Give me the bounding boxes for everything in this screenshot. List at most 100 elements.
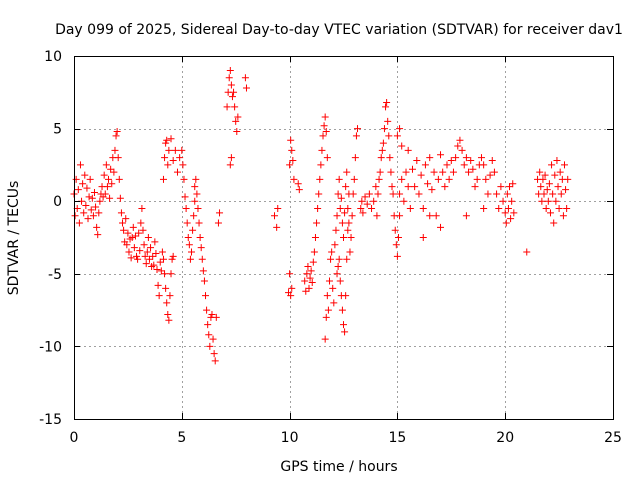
data-point xyxy=(114,154,122,162)
data-point xyxy=(305,284,313,292)
data-point xyxy=(538,197,546,205)
data-point xyxy=(316,175,324,183)
data-point xyxy=(372,183,380,191)
data-point xyxy=(462,212,470,220)
data-point xyxy=(447,157,455,165)
data-point xyxy=(196,234,204,241)
data-point xyxy=(341,328,349,336)
data-point xyxy=(133,252,141,260)
data-point xyxy=(287,292,295,300)
data-point xyxy=(560,161,568,169)
data-point xyxy=(396,125,404,133)
data-point xyxy=(523,248,531,256)
data-point xyxy=(203,306,211,314)
data-point xyxy=(193,190,201,198)
data-point xyxy=(142,260,150,268)
data-point xyxy=(227,154,235,162)
data-point xyxy=(211,357,219,365)
data-point xyxy=(90,188,98,196)
data-point xyxy=(406,204,414,212)
data-point xyxy=(135,229,143,237)
data-point xyxy=(396,190,404,198)
data-point xyxy=(543,186,551,194)
data-point xyxy=(537,183,545,191)
data-point xyxy=(101,190,109,198)
data-point xyxy=(100,171,108,179)
data-point xyxy=(241,74,249,82)
data-point xyxy=(510,209,518,217)
data-point xyxy=(544,197,552,205)
data-point xyxy=(462,154,470,162)
data-point xyxy=(358,197,366,205)
data-point xyxy=(469,165,477,173)
data-point xyxy=(164,161,172,169)
data-point xyxy=(166,292,174,300)
data-point xyxy=(334,263,342,271)
data-point xyxy=(556,168,564,176)
data-point xyxy=(437,223,445,231)
data-point xyxy=(137,219,145,227)
data-point xyxy=(467,157,475,165)
data-point xyxy=(357,204,365,212)
x-axis-label: GPS time / hours xyxy=(280,459,397,475)
data-point xyxy=(325,277,333,285)
data-point xyxy=(76,161,84,169)
data-point xyxy=(504,204,512,212)
x-tick-label: 15 xyxy=(388,430,406,446)
data-point xyxy=(74,186,82,194)
data-point xyxy=(327,255,335,263)
data-point xyxy=(564,175,572,183)
data-point xyxy=(502,219,510,227)
data-point xyxy=(382,103,390,111)
data-point xyxy=(227,81,235,89)
data-point xyxy=(96,197,104,205)
x-tick-label: 20 xyxy=(496,430,514,446)
data-point xyxy=(350,175,358,183)
data-point xyxy=(313,219,321,227)
data-point xyxy=(563,204,571,212)
data-point xyxy=(482,175,490,183)
data-point xyxy=(303,270,311,278)
data-point xyxy=(419,204,427,212)
data-point xyxy=(189,226,197,234)
data-point xyxy=(480,204,488,212)
x-tick-label: 10 xyxy=(281,430,299,446)
data-point xyxy=(165,146,173,154)
y-tick-label: -5 xyxy=(48,267,62,283)
data-point xyxy=(162,139,170,147)
data-point xyxy=(75,219,83,227)
data-points xyxy=(70,67,572,365)
data-point xyxy=(384,117,392,125)
y-tick-label: 10 xyxy=(44,49,62,65)
data-point xyxy=(106,194,114,202)
data-point xyxy=(288,284,296,292)
data-point xyxy=(458,146,466,154)
data-point xyxy=(426,212,434,220)
data-point xyxy=(392,241,400,249)
data-point xyxy=(509,180,517,188)
data-point xyxy=(115,175,123,183)
data-point xyxy=(271,212,279,220)
data-point xyxy=(555,204,563,212)
data-point xyxy=(149,252,157,260)
data-point xyxy=(323,154,331,162)
data-point xyxy=(85,193,93,201)
data-point xyxy=(154,281,162,289)
data-point xyxy=(336,277,344,285)
data-point xyxy=(465,168,473,176)
data-point xyxy=(113,128,121,136)
data-point xyxy=(359,209,367,217)
data-point xyxy=(345,219,353,227)
data-point xyxy=(162,284,170,292)
data-point xyxy=(328,248,336,256)
data-point xyxy=(340,321,347,329)
data-point xyxy=(140,241,148,249)
data-point xyxy=(322,313,330,321)
data-point xyxy=(493,190,501,198)
data-point xyxy=(501,209,509,217)
data-point xyxy=(195,219,203,227)
data-point xyxy=(319,132,327,140)
data-point xyxy=(150,261,158,269)
data-point xyxy=(71,212,79,220)
data-point xyxy=(145,255,153,263)
